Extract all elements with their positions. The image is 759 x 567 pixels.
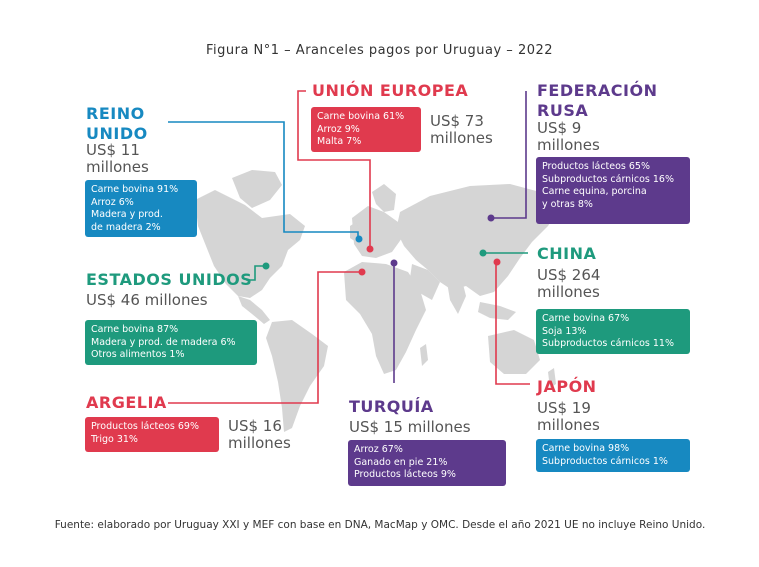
region-reino-unido-amount: US$ 11 millones bbox=[86, 142, 149, 176]
region-union-europea-products: Carne bovina 61% Arroz 9% Malta 7% bbox=[311, 107, 421, 152]
product-item: Soja 13% bbox=[542, 325, 587, 337]
product-item: de madera 2% bbox=[91, 221, 161, 233]
source-footnote: Fuente: elaborado por Uruguay XXI y MEF … bbox=[54, 519, 706, 531]
region-reino-unido-name: REINO UNIDO bbox=[86, 104, 148, 144]
region-name-line: RUSA bbox=[537, 101, 589, 120]
region-argelia-name: ARGELIA bbox=[86, 393, 167, 413]
product-item: Trigo 31% bbox=[91, 433, 138, 445]
product-item: Carne equina, porcina bbox=[542, 186, 647, 197]
marker-union-europea bbox=[366, 245, 374, 253]
region-name-line: ESTADOS UNIDOS bbox=[86, 270, 253, 289]
region-turquia-name: TURQUÍA bbox=[349, 397, 434, 417]
region-japon-products: Carne bovina 98% Subproductos cárnicos 1… bbox=[536, 439, 690, 472]
region-japon-amount: US$ 19 millones bbox=[537, 400, 600, 434]
connector-japon bbox=[495, 262, 530, 385]
product-item: Ganado en pie 21% bbox=[354, 456, 448, 468]
region-reino-unido-products: Carne bovina 91% Arroz 6% Madera y prod.… bbox=[85, 180, 197, 237]
region-federacion-rusa-products: Productos lácteos 65% Subproductos cárni… bbox=[536, 157, 690, 224]
region-argelia-products: Productos lácteos 69% Trigo 31% bbox=[85, 417, 219, 452]
connector-union-europea bbox=[297, 90, 371, 247]
figure-title: Figura N°1 – Aranceles pagos por Uruguay… bbox=[205, 43, 554, 58]
region-name-line: ARGELIA bbox=[86, 393, 167, 412]
product-item: Carne bovina 87% bbox=[91, 324, 179, 335]
region-turquia-amount: US$ 15 millones bbox=[349, 419, 471, 436]
product-item: Productos lácteos 65% bbox=[542, 161, 651, 172]
amount-line: US$ 16 bbox=[228, 417, 282, 435]
region-name-line: FEDERACIÓN bbox=[537, 81, 658, 100]
region-turquia-products: Arroz 67% Ganado en pie 21% Productos lá… bbox=[348, 440, 506, 486]
region-name-line: REINO bbox=[86, 104, 145, 123]
connector-argelia bbox=[168, 271, 362, 404]
marker-china bbox=[479, 249, 487, 257]
product-item: Subproductos cárnicos 1% bbox=[542, 455, 668, 467]
product-item: Arroz 9% bbox=[317, 123, 360, 135]
region-union-europea-name: UNIÓN EUROPEA bbox=[312, 81, 468, 101]
region-china-products: Carne bovina 67% Soja 13% Subproductos c… bbox=[536, 309, 690, 354]
region-name-line: UNIDO bbox=[86, 124, 148, 143]
region-union-europea-amount: US$ 73 millones bbox=[430, 113, 493, 147]
amount-line: US$ 264 bbox=[537, 266, 601, 284]
amount-line: US$ 46 millones bbox=[86, 291, 208, 309]
region-estados-unidos-products: Carne bovina 87% Madera y prod. de mader… bbox=[85, 320, 257, 365]
product-item: Otros alimentos 1% bbox=[91, 349, 185, 360]
amount-line: US$ 9 bbox=[537, 119, 582, 137]
product-item: Madera y prod. bbox=[91, 209, 163, 220]
marker-estados-unidos bbox=[262, 262, 270, 270]
amount-line: millones bbox=[430, 129, 493, 147]
product-item: Carne bovina 61% bbox=[317, 111, 405, 122]
product-item: Carne bovina 91% bbox=[91, 184, 179, 195]
region-china-amount: US$ 264 millones bbox=[537, 267, 600, 301]
amount-line: US$ 15 millones bbox=[349, 418, 471, 436]
product-item: y otras 8% bbox=[542, 198, 593, 210]
product-item: Subproductos cárnicos 16% bbox=[542, 173, 674, 185]
region-federacion-rusa-name: FEDERACIÓN RUSA bbox=[537, 81, 657, 121]
connector-lines bbox=[168, 90, 530, 404]
region-name-line: UNIÓN EUROPEA bbox=[312, 81, 469, 100]
marker-federacion-rusa bbox=[487, 214, 495, 222]
marker-argelia bbox=[358, 268, 366, 276]
region-china-name: CHINA bbox=[537, 244, 596, 264]
product-item: Carne bovina 98% bbox=[542, 443, 630, 454]
amount-line: US$ 11 bbox=[86, 141, 140, 159]
amount-line: millones bbox=[228, 434, 291, 452]
marker-reino-unido bbox=[355, 235, 363, 243]
marker-turquia bbox=[390, 259, 398, 267]
amount-line: millones bbox=[537, 416, 600, 434]
map-markers bbox=[262, 214, 501, 276]
region-argelia-amount: US$ 16 millones bbox=[228, 418, 291, 452]
region-estados-unidos-amount: US$ 46 millones bbox=[86, 292, 208, 309]
marker-japon bbox=[493, 258, 501, 266]
world-map-landmass bbox=[195, 170, 560, 432]
product-item: Arroz 6% bbox=[91, 196, 134, 208]
connector-reino-unido bbox=[168, 121, 359, 238]
product-item: Madera y prod. de madera 6% bbox=[91, 336, 236, 348]
product-item: Productos lácteos 69% bbox=[91, 421, 200, 432]
region-japon-name: JAPÓN bbox=[537, 377, 597, 397]
region-federacion-rusa-amount: US$ 9 millones bbox=[537, 120, 600, 154]
product-item: Malta 7% bbox=[317, 136, 362, 147]
amount-line: US$ 73 bbox=[430, 112, 484, 130]
product-item: Arroz 67% bbox=[354, 444, 403, 455]
region-name-line: CHINA bbox=[537, 244, 597, 263]
region-estados-unidos-name: ESTADOS UNIDOS bbox=[86, 270, 252, 290]
amount-line: millones bbox=[537, 283, 600, 301]
connector-estados-unidos bbox=[246, 265, 266, 281]
region-name-line: JAPÓN bbox=[537, 377, 597, 396]
amount-line: US$ 19 bbox=[537, 399, 591, 417]
product-item: Carne bovina 67% bbox=[542, 313, 630, 324]
product-item: Productos lácteos 9% bbox=[354, 469, 456, 480]
product-item: Subproductos cárnicos 11% bbox=[542, 338, 674, 349]
connector-federacion-rusa bbox=[492, 91, 527, 219]
amount-line: millones bbox=[537, 136, 600, 154]
amount-line: millones bbox=[86, 158, 149, 176]
region-name-line: TURQUÍA bbox=[349, 397, 434, 416]
